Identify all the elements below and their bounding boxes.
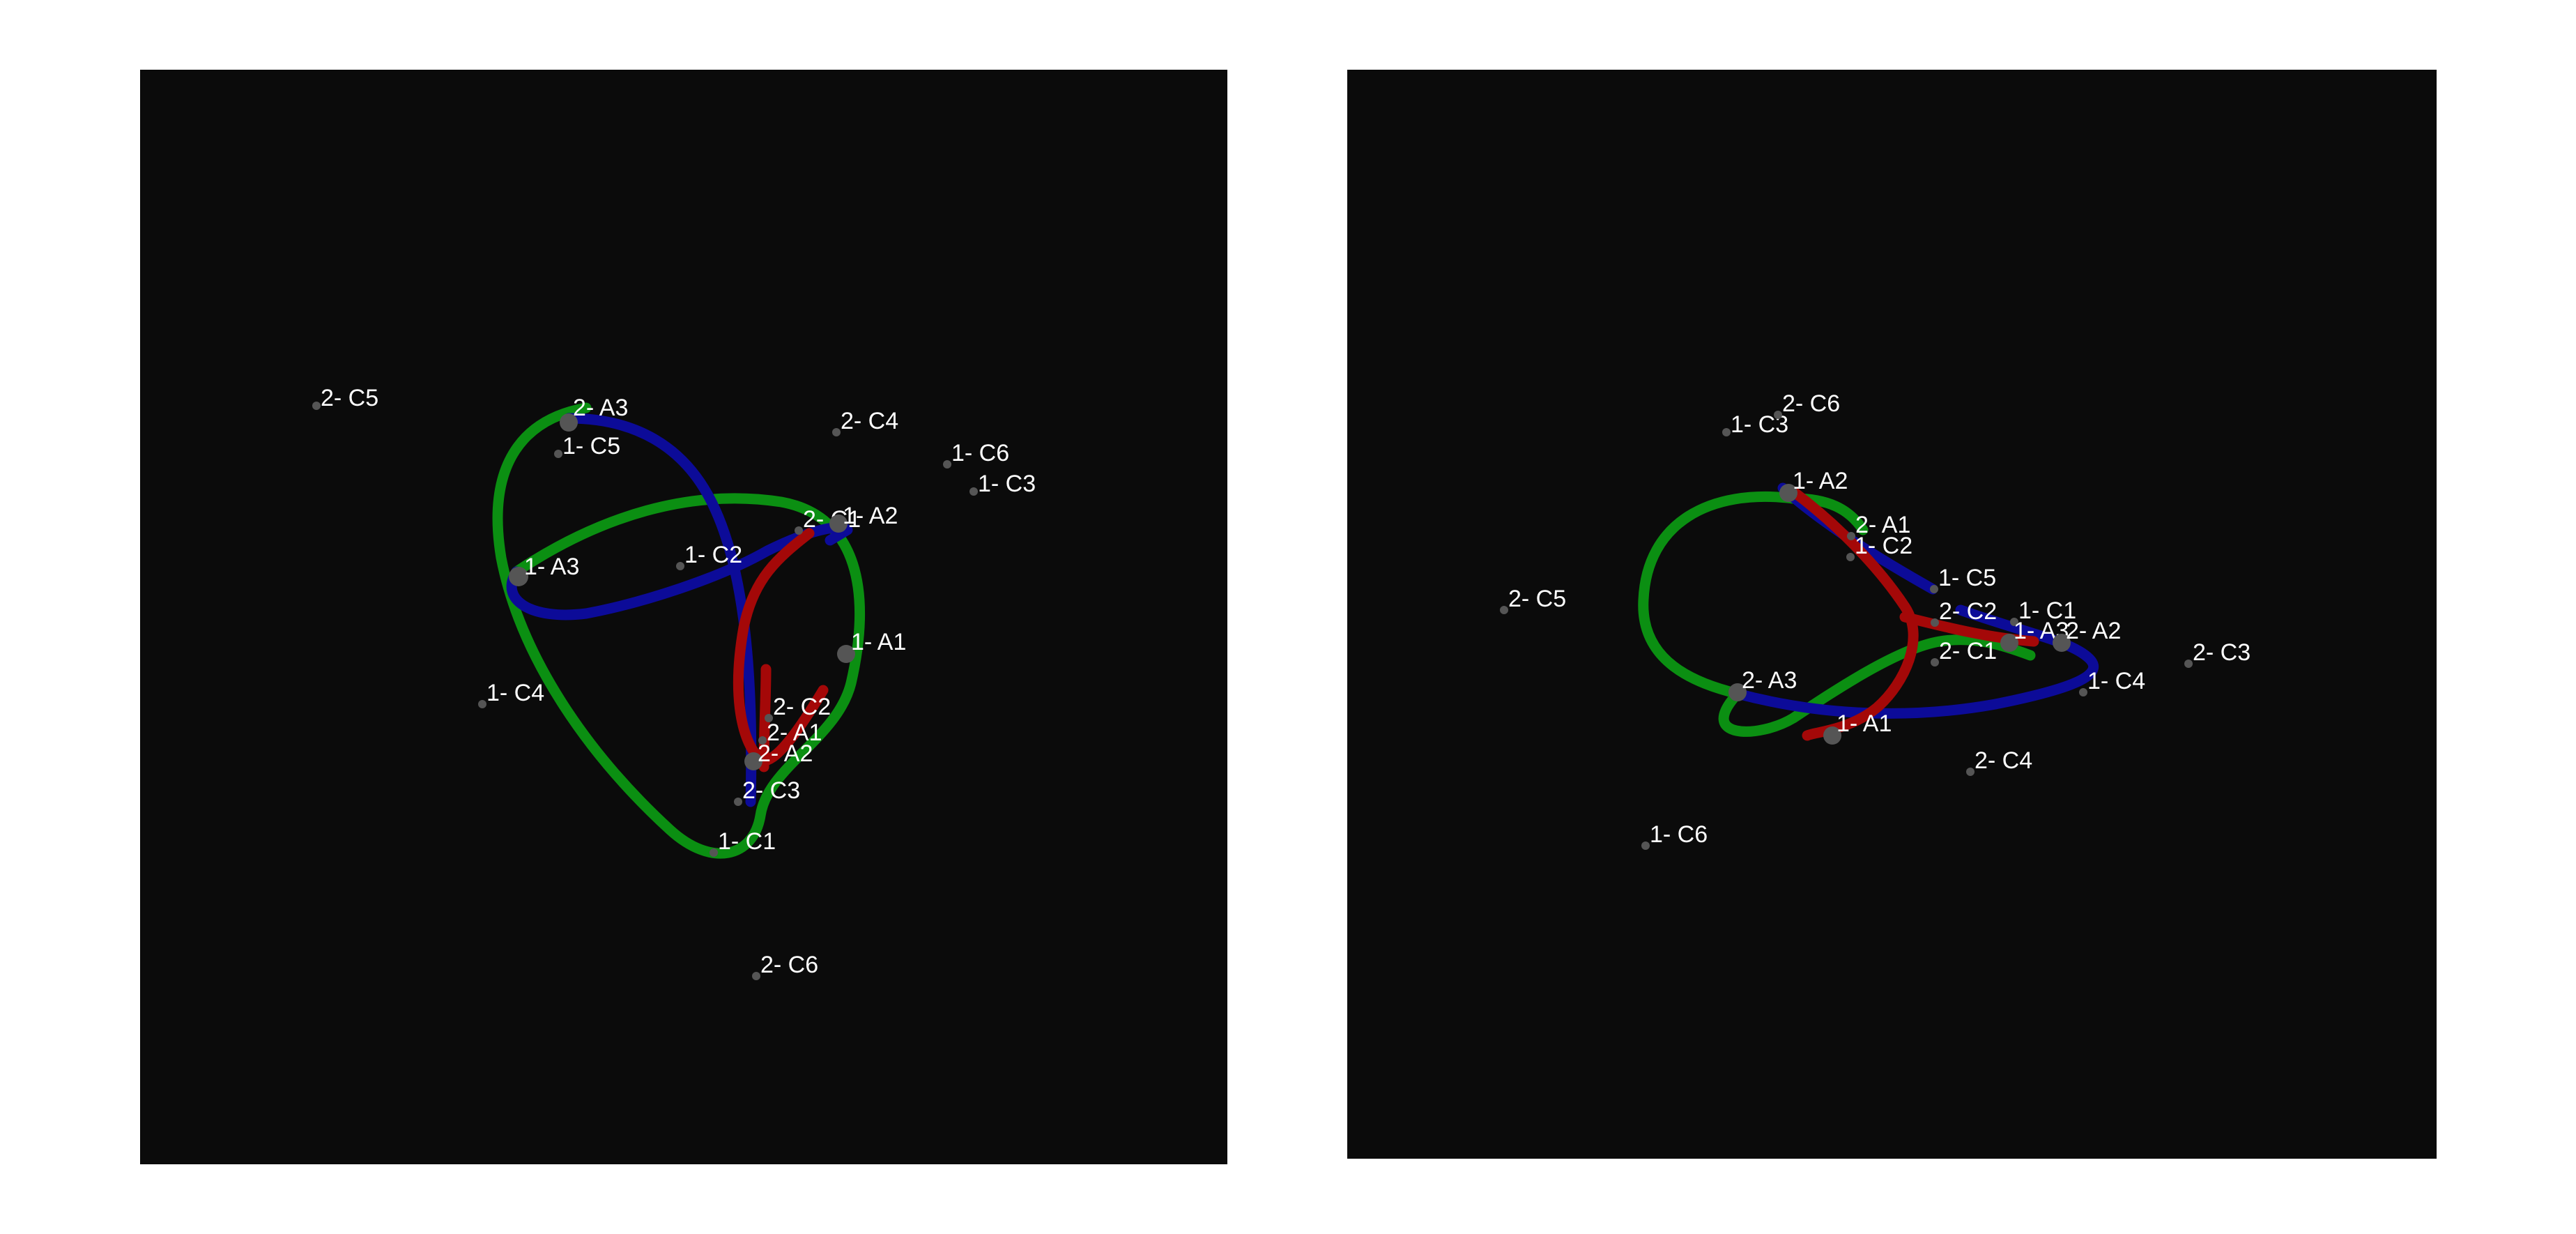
atom-1-c5: 1- C5 <box>1930 565 1996 593</box>
atom-2-a2: 2- A2 <box>744 740 813 770</box>
atom-2-a2: 2- A2 <box>2053 618 2121 652</box>
atom-1-c5: 1- C5 <box>554 433 620 459</box>
atom-1-a1: 1- A1 <box>837 629 906 663</box>
red-tube <box>733 528 829 772</box>
atom-label: 2- A2 <box>758 740 813 767</box>
atom-label: 1- A2 <box>843 503 898 529</box>
atom-1-a3: 1- A3 <box>509 554 579 586</box>
atom-1-c6: 1- C6 <box>1641 821 1708 850</box>
atom-1-a1: 1- A1 <box>1823 710 1892 745</box>
atom-label: 2- C2 <box>773 694 831 720</box>
left-render-panel: 2- C5 2- A3 1- C5 2- C4 1- C6 1- C3 2- C… <box>140 70 1227 1164</box>
left-molecule-view: 2- C5 2- A3 1- C5 2- C4 1- C6 1- C3 2- C… <box>312 385 1036 980</box>
atom-label: 1- C1 <box>718 828 776 855</box>
right-render-panel: 1- C3 2- C6 1- A2 2- A1 1- C2 2- C5 1- C… <box>1347 70 2437 1159</box>
atom-1-c1: 1- C1 <box>710 828 776 857</box>
atom-2-c6: 2- C6 <box>1774 390 1840 419</box>
atom-2-c3: 2- C3 <box>2184 639 2251 668</box>
atom-1-c2: 1- C2 <box>676 542 742 570</box>
atom-label: 2- A1 <box>767 719 822 746</box>
right-molecule-view: 1- C3 2- C6 1- A2 2- A1 1- C2 2- C5 1- C… <box>1500 390 2251 850</box>
atom-1-a3: 1- A3 <box>2000 618 2069 652</box>
atom-label: 2- A1 <box>1855 512 1910 538</box>
atom-label: 1- A1 <box>1837 710 1892 737</box>
atom-label: 1- C1 <box>2018 597 2076 624</box>
atom-2-a3: 2- A3 <box>1728 667 1797 701</box>
atom-2-c2: 2- C2 <box>765 694 831 722</box>
atom-label: 2- C3 <box>742 777 800 804</box>
atom-1-c6: 1- C6 <box>943 440 1009 469</box>
atom-label: 2- C4 <box>841 408 898 434</box>
atom-label: 2- C6 <box>1782 390 1840 417</box>
atom-label: 1- C3 <box>978 471 1036 497</box>
atom-label: 2- C4 <box>1975 747 2032 774</box>
atom-1-a2: 1- A2 <box>1779 468 1848 502</box>
atom-label: 2- C6 <box>760 952 818 978</box>
atom-1-c1: 1- C1 <box>2010 597 2076 626</box>
atom-2-c4: 2- C4 <box>1966 747 2032 776</box>
green-tube <box>492 402 866 859</box>
atom-2-c6: 2- C6 <box>752 952 818 980</box>
atom-label: 2- C1 <box>1939 638 1997 664</box>
atom-2-c5: 2- C5 <box>312 385 378 411</box>
atom-label: 2- A3 <box>573 395 628 421</box>
atom-label: 1- C2 <box>1855 533 1912 559</box>
atom-1-a2: 1- A2 <box>829 503 898 533</box>
atom-label: 2- C5 <box>1508 586 1566 612</box>
atom-label: 1- A3 <box>524 554 579 580</box>
atom-2-a3: 2- A3 <box>560 395 628 432</box>
atom-2-c3: 2- C3 <box>734 777 800 806</box>
atom-label: 1- C6 <box>1650 821 1708 848</box>
atom-label: 2- C5 <box>321 385 378 411</box>
atom-1-c2: 1- C2 <box>1846 533 1912 561</box>
atom-label: 2- C2 <box>1939 598 1997 625</box>
atom-2-c4: 2- C4 <box>832 408 898 436</box>
atom-label: 1- C4 <box>486 680 544 706</box>
atom-label: 1- C2 <box>684 542 742 568</box>
atom-2-c5: 2- C5 <box>1500 586 1566 614</box>
atom-label: 1- C4 <box>2087 668 2145 694</box>
atom-label: 1- A1 <box>851 629 906 655</box>
atom-1-c4: 1- C4 <box>478 680 544 708</box>
atom-1-c4: 1- C4 <box>2079 668 2145 696</box>
atom-label: 1- C5 <box>562 433 620 459</box>
atom-label: 2- A3 <box>1742 667 1797 694</box>
atom-label: 2- C3 <box>2193 639 2251 666</box>
atom-label: 1- C6 <box>951 440 1009 466</box>
atom-2-a1: 2- A1 <box>758 719 822 746</box>
atom-2-c2: 2- C2 <box>1931 598 1997 627</box>
atom-2-a1: 2- A1 <box>1847 512 1910 540</box>
atom-label: 2- A2 <box>2066 618 2121 644</box>
atom-label: 1- A2 <box>1793 468 1848 494</box>
atom-1-c3: 1- C3 <box>969 471 1036 497</box>
atom-label: 1- C5 <box>1938 565 1996 591</box>
atom-2-c1: 2- C1 <box>1931 638 1997 666</box>
